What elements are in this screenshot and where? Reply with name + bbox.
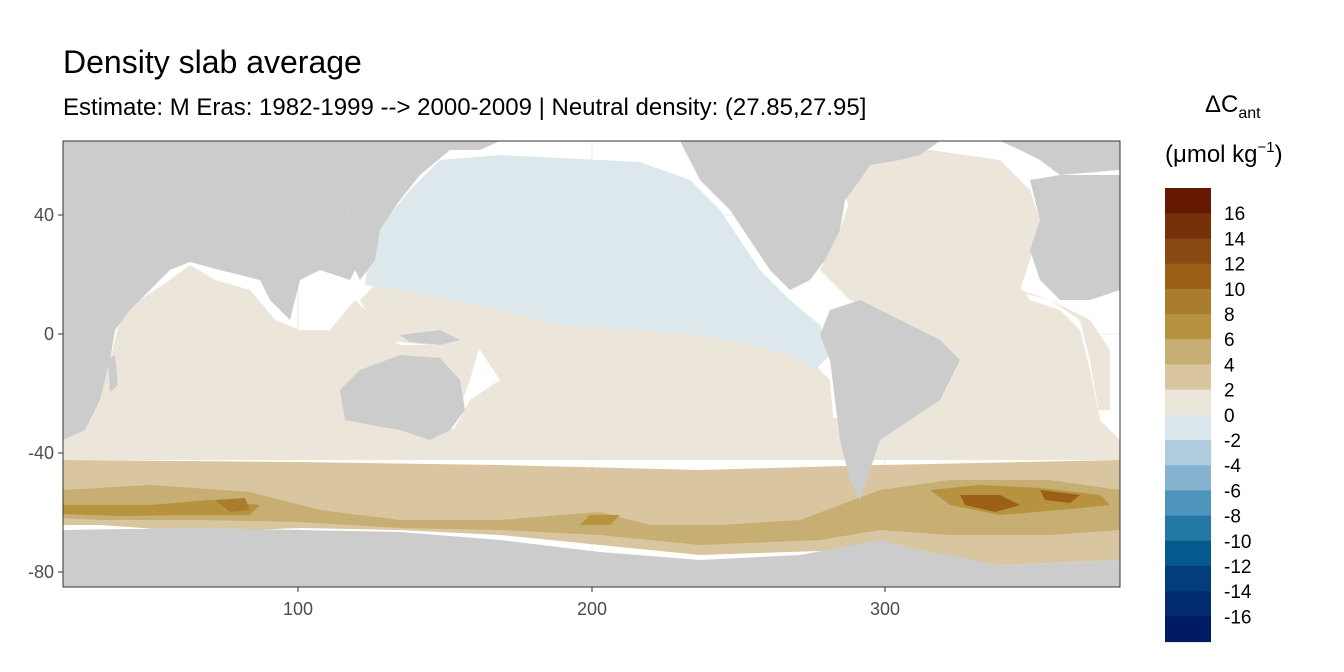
legend-swatch [1165, 591, 1211, 617]
chart-title: Density slab average [63, 44, 362, 80]
legend-tick-label: 2 [1224, 381, 1235, 402]
land-east-asia [345, 141, 500, 280]
legend-swatch [1165, 389, 1211, 416]
legend-swatch [1165, 414, 1211, 441]
legend-tick-label: -2 [1224, 431, 1241, 452]
legend-swatch [1165, 288, 1211, 315]
legend-unit-open: (μmol kg [1165, 141, 1258, 168]
legend-tick-label: -12 [1224, 557, 1251, 578]
southern-ocean-max-atlantic [960, 490, 1080, 512]
legend-tick-label: -8 [1224, 507, 1241, 528]
chart-subtitle: Estimate: M Eras: 1982-1999 --> 2000-200… [63, 94, 867, 121]
legend-swatch [1165, 616, 1211, 643]
ocean-pacific-south-region [360, 270, 850, 460]
legend-tick-label: 0 [1224, 406, 1235, 427]
legend-title-main: ΔC [1205, 91, 1238, 118]
y-tick-label: 0 [44, 324, 54, 344]
legend-tick-label: -6 [1224, 481, 1241, 502]
legend-swatch [1165, 339, 1211, 365]
legend-tick-label: -10 [1224, 532, 1251, 553]
x-tick-label: 100 [283, 599, 313, 619]
legend-swatch [1165, 440, 1211, 466]
legend-tick-label: 8 [1224, 305, 1235, 326]
land-north-america [680, 141, 940, 290]
land-south-america [820, 300, 960, 500]
legend-colorbar [1165, 188, 1211, 643]
legend-title-sub: ant [1238, 105, 1261, 122]
legend-tick-label: 6 [1224, 330, 1235, 351]
land-antarctica [63, 528, 1120, 587]
legend-title: ΔCant [1205, 91, 1261, 122]
ocean-north-pacific-region [365, 155, 830, 370]
legend-tick-label: 4 [1224, 355, 1235, 376]
legend-tick-label: -16 [1224, 607, 1251, 628]
legend-swatch [1165, 566, 1211, 592]
legend-swatch [1165, 515, 1211, 542]
legend-unit: (μmol kg−1) [1165, 139, 1283, 168]
legend-labels: 16 14 12 10 8 6 4 2 0 -2 -4 -6 -8 -10 -12 -14 -16 [1224, 204, 1252, 628]
southern-ocean-band-strong [63, 485, 1110, 525]
legend: ΔCant (μmol kg−1) 16 14 12 10 8 6 4 2 0 -2 -4 -6 -8 -… [1165, 91, 1283, 643]
land-australia [340, 355, 465, 440]
southern-ocean-band-mid [63, 480, 1120, 545]
y-axis: 40 0 -40 -80 [28, 205, 63, 582]
land-europe-west [1030, 175, 1120, 300]
x-tick-label: 200 [577, 599, 607, 619]
legend-swatch [1165, 213, 1211, 239]
land-greenland [1000, 141, 1120, 175]
southern-ocean-max-indian [215, 498, 250, 512]
legend-unit-close: ) [1275, 141, 1283, 168]
land-eurasia-africa [63, 141, 365, 440]
plot-panel [63, 141, 1120, 587]
x-tick-label: 300 [870, 599, 900, 619]
legend-swatch [1165, 314, 1211, 340]
legend-tick-label: 14 [1224, 229, 1246, 250]
y-tick-label: -40 [28, 443, 54, 463]
land-new-guinea [400, 330, 460, 345]
legend-swatch [1165, 188, 1211, 214]
x-axis: 100 200 300 [283, 587, 900, 619]
legend-tick-label: -14 [1224, 582, 1252, 603]
legend-tick-label: 12 [1224, 255, 1245, 276]
y-tick-label: -80 [28, 562, 54, 582]
legend-swatch [1165, 238, 1211, 265]
land-madagascar [108, 355, 118, 392]
legend-tick-label: 16 [1224, 204, 1245, 225]
legend-swatch [1165, 540, 1211, 567]
legend-unit-exp: −1 [1258, 139, 1275, 156]
legend-swatch [1165, 364, 1211, 391]
legend-swatch [1165, 490, 1211, 517]
legend-tick-label: 10 [1224, 280, 1245, 301]
legend-swatch [1165, 263, 1211, 290]
legend-tick-label: -4 [1224, 456, 1241, 477]
legend-swatch [1165, 465, 1211, 491]
y-tick-label: 40 [34, 205, 54, 225]
